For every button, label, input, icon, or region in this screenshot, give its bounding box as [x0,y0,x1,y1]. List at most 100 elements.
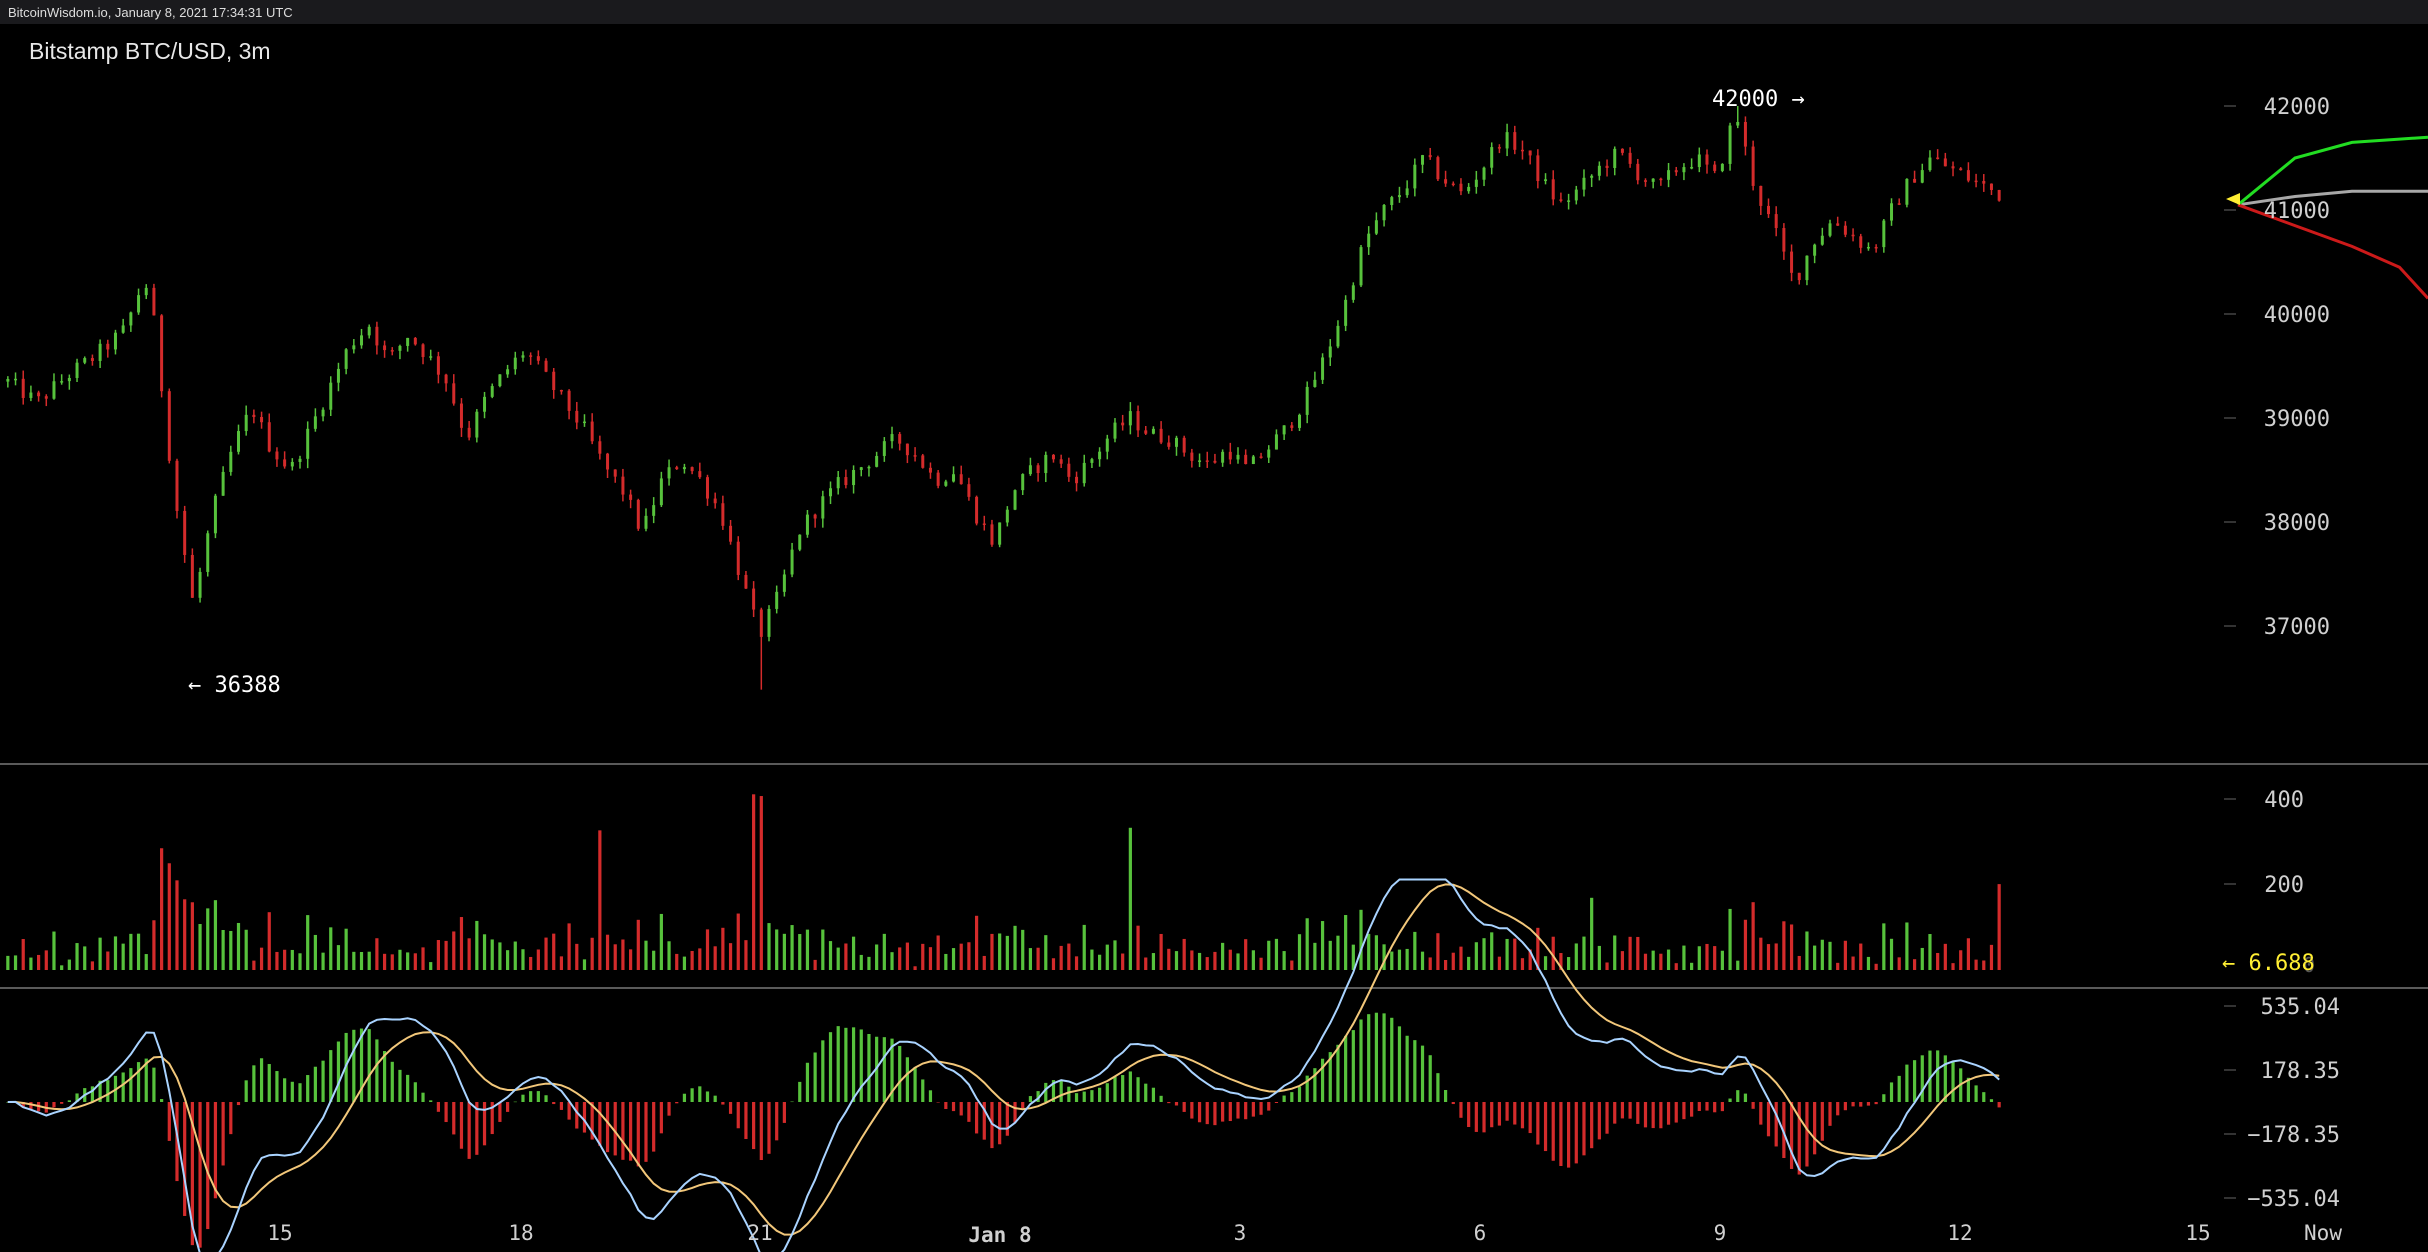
candle-body [1075,476,1079,484]
macd-histogram-bar [1836,1102,1840,1116]
candle [1121,414,1125,431]
candle [1005,506,1009,527]
candle [1021,473,1025,496]
candle [975,495,979,526]
macd-histogram-bar [206,1102,210,1230]
candle-body [1067,463,1071,477]
candle [1313,371,1317,388]
price-tick-label: 41000 [2264,199,2330,224]
volume-bar [1251,950,1255,970]
volume-bar [444,940,448,970]
candle [636,498,640,531]
macd-histogram-bar [1036,1091,1040,1102]
candle-body [559,390,563,392]
macd-histogram-bar [513,1101,517,1103]
candle [1943,152,1947,167]
volume-bar [1713,946,1717,970]
candle [452,374,456,406]
volume-bar [859,954,863,970]
macd-histogram-bar [90,1086,95,1102]
candle [1767,198,1771,218]
candle [1221,449,1225,467]
candle-body [190,554,194,598]
macd-histogram-bar [129,1068,133,1102]
candle [1421,154,1425,174]
candle [106,339,110,358]
volume-bar [1943,943,1947,970]
chart-svg[interactable]: Bitstamp BTC/USD, 3m 42000 41000 40000 3… [0,24,2428,1252]
candle [705,474,709,506]
macd-histogram-bar [575,1102,579,1129]
macd-histogram-bar [1713,1102,1717,1113]
macd-histogram-bar [1513,1102,1517,1125]
volume-bar [1359,909,1363,970]
macd-histogram-bar [798,1081,802,1102]
candle-body [1828,223,1832,236]
volume-bar [1259,957,1263,970]
candle-body [267,422,271,452]
candle-body [352,345,356,350]
macd-histogram-bar [1067,1086,1071,1102]
macd-histogram-bar [436,1102,440,1112]
volume-bar [1282,951,1286,970]
candle-body [183,510,187,555]
candle [759,607,763,690]
candle [698,462,702,479]
candle-body [536,356,540,361]
macd-histogram-bar [1559,1102,1563,1167]
candle [1513,125,1517,155]
candle [1290,421,1294,432]
candle [567,389,571,420]
candle [629,489,633,509]
candle-body [1720,163,1724,171]
candle [1151,426,1155,435]
candle-body [29,392,33,398]
macd-histogram-bar [1543,1102,1548,1152]
volume-bar [1228,949,1232,970]
volume-bar [1059,945,1063,970]
candle [398,344,402,360]
volume-bar [1643,953,1648,970]
volume-bar [259,947,264,970]
candle [198,567,202,603]
volume-bar [1382,944,1386,970]
macd-histogram-bar [1690,1102,1694,1117]
candle [813,513,817,528]
volume-bar [882,933,886,970]
candle-body [1497,147,1501,149]
candle-body [629,494,633,500]
macd-histogram-bar [1528,1102,1532,1134]
chart-background [0,24,2428,1252]
candle [360,328,364,349]
macd-histogram-bar [1989,1099,1994,1102]
candle [1559,192,1563,203]
low-annotation: ← 36388 [188,673,281,698]
macd-histogram-bar [1405,1035,1409,1102]
macd-histogram-bar [928,1090,933,1102]
volume-bar [1782,921,1786,970]
candle [1989,183,1993,195]
macd-histogram-bar [1090,1090,1094,1102]
macd-histogram-bar [1674,1102,1678,1123]
candle-body [14,378,18,381]
macd-histogram-bar [1451,1102,1455,1105]
candle-body [483,396,487,412]
high-arrow: → [1778,87,1805,112]
macd-histogram-bar [1121,1075,1125,1102]
macd-histogram-bar [252,1065,256,1102]
volume-bar [1467,956,1471,970]
candle-body [1121,422,1125,426]
macd-histogram-bar [590,1102,594,1140]
price-tick-label: 40000 [2264,303,2330,328]
volume-bar [1413,931,1417,970]
macd-tick-label: −535.04 [2247,1187,2340,1212]
macd-histogram-bar [1105,1083,1109,1102]
candle [1382,204,1386,227]
volume-bar [106,951,110,970]
candle [1866,242,1870,251]
volume-bar [851,936,856,970]
macd-histogram-bar [567,1102,571,1120]
candle [1198,453,1202,468]
candle-body [1913,178,1917,183]
candle [260,411,264,429]
